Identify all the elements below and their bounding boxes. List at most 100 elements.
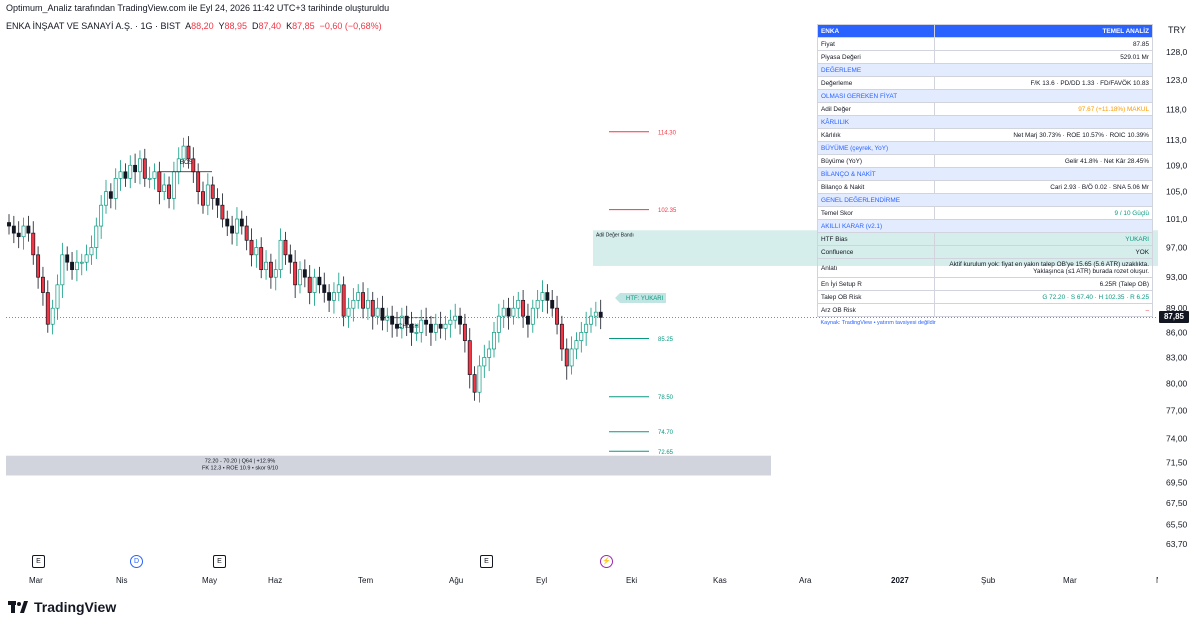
candle-body — [201, 191, 205, 206]
table-row: Değerleme F/K 13.6 · PD/DD 1.33 · FD/FAVÖ… — [817, 76, 1153, 90]
table-header-title: TEMEL ANALİZ — [934, 24, 1153, 38]
candle-body — [302, 269, 307, 278]
candle-body — [244, 225, 249, 241]
htf-badge — [615, 292, 666, 303]
bos-label: BOS — [180, 160, 193, 166]
candle-body — [380, 307, 385, 321]
candle-body — [375, 307, 380, 317]
table-row: Piyasa Değeri 529.01 Mr — [817, 50, 1153, 64]
level-label: 72.65 — [658, 450, 674, 456]
row-label: En İyi Setup R — [817, 277, 935, 291]
news-event-marker[interactable]: ⚡ — [600, 555, 613, 568]
x-tick-label: Tem — [358, 576, 373, 585]
x-tick-label: Şub — [981, 576, 996, 585]
candle-body — [171, 171, 176, 199]
candle-body — [467, 340, 472, 375]
y-tick-label: 113,0 — [1166, 135, 1187, 145]
level-label: 78.50 — [658, 395, 674, 401]
tradingview-logo[interactable]: TradingView — [8, 599, 116, 615]
candle-body — [390, 315, 395, 325]
candle-body — [341, 284, 346, 317]
row-value: YOK — [934, 245, 1153, 259]
y-tick-label: 97,00 — [1166, 243, 1188, 253]
candle-body — [356, 292, 361, 301]
candle-body — [453, 315, 458, 321]
section-label: BİLANÇO & NAKİT — [817, 167, 1153, 181]
table-row: Adil Değer 97.67 (+11.18%) MAKUL — [817, 102, 1153, 116]
y-tick-label: 118,0 — [1166, 104, 1187, 114]
tradingview-wordmark: TradingView — [34, 599, 117, 615]
row-label: Bilanço & Nakit — [817, 180, 935, 194]
dividend-event-marker[interactable]: D — [130, 555, 143, 568]
candle-body — [225, 218, 230, 227]
level-label: 102.35 — [658, 208, 677, 214]
candle-body — [346, 307, 351, 317]
candle-body — [278, 239, 283, 271]
row-value: 529.01 Mr — [934, 50, 1153, 64]
candle-body — [21, 225, 26, 238]
candle-body — [181, 145, 186, 160]
candle-body — [55, 284, 60, 309]
candle-body — [220, 204, 225, 220]
currency-label[interactable]: TRY — [1168, 25, 1186, 35]
y-tick-label: 109,0 — [1166, 160, 1188, 170]
candle-body — [589, 315, 593, 325]
candle-body — [395, 323, 399, 329]
candle-body — [370, 299, 375, 317]
open-value: 88,20 — [191, 21, 214, 31]
open-label: A — [185, 21, 192, 31]
y-tick-label: 69,50 — [1166, 478, 1188, 488]
earnings-event-marker[interactable]: E — [480, 555, 493, 568]
candle-body — [506, 307, 511, 317]
demand-zone-text-2: FK 12.3 • ROE 10.9 • skor 9/10 — [202, 466, 278, 472]
candle-body — [511, 307, 516, 317]
row-value: 6.25R (Talep OB) — [934, 277, 1153, 291]
level-label: 74.70 — [658, 430, 674, 436]
row-label: Arz OB Risk — [817, 303, 935, 317]
candle-body — [142, 158, 147, 179]
y-tick-label: 105,0 — [1166, 187, 1188, 197]
earnings-event-marker[interactable]: E — [213, 555, 226, 568]
table-row: Kârlılık Net Marj 30.73% · ROE 10.57% · R… — [817, 128, 1153, 142]
candle-body — [564, 348, 569, 367]
candle-body — [293, 261, 298, 286]
low-value: 87,40 — [258, 21, 282, 31]
y-tick-label: 67,50 — [1166, 498, 1188, 508]
x-tick-label: Eki — [626, 576, 637, 585]
earnings-event-marker[interactable]: E — [32, 555, 45, 568]
symbol-name: ENKA İNŞAAT VE SANAYİ A.Ş. · 1G · BIST — [6, 21, 181, 31]
fundamental-analysis-table: ENKA TEMEL ANALİZ Fiyat 87.85 Piyasa Değeri 5… — [817, 24, 1153, 329]
level-label: 85.25 — [658, 337, 674, 343]
candle-body — [327, 292, 332, 301]
candle-body — [448, 319, 453, 325]
candle-body — [487, 348, 492, 358]
candle-body — [239, 218, 244, 227]
table-section-row: GENEL DEĞERLENDİRME — [817, 193, 1153, 207]
row-label: Talep OB Risk — [817, 290, 935, 304]
candle-body — [118, 171, 123, 179]
section-label: KÂRLILIK — [817, 115, 1153, 129]
candle-body — [525, 315, 530, 325]
candle-body — [60, 254, 65, 286]
table-row: En İyi Setup R 6.25R (Talep OB) — [817, 277, 1153, 291]
chart-credit-header: Optimum_Analiz tarafından TradingView.co… — [6, 3, 390, 13]
candle-body — [351, 299, 356, 309]
last-price-tag: 87,85 — [1159, 311, 1189, 324]
row-label: Piyasa Değeri — [817, 50, 935, 64]
candle-body — [113, 177, 118, 199]
table-footer-text: Kaynak: TradingView • yatırım tavsiyesi … — [820, 320, 936, 326]
candle-body — [11, 225, 16, 234]
table-row: Temel Skor 9 / 10 Güçlü — [817, 206, 1153, 220]
time-axis[interactable]: Mar Nis May Haz Tem Ağu Eyl Eki Kas Ara 2027 Şub Mar… — [6, 573, 1158, 589]
close-label: K — [286, 21, 293, 31]
candle-body — [167, 184, 171, 199]
candle-body — [65, 254, 70, 263]
x-tick-label: Mar — [1063, 576, 1077, 585]
candle-body — [230, 225, 235, 234]
table-row: Büyüme (YoY) Gelir 41.8% · Net Kâr 28.45% — [817, 154, 1153, 168]
section-label: BÜYÜME (çeyrek, YoY) — [817, 141, 1153, 155]
row-value: Gelir 41.8% · Net Kâr 28.45% — [934, 154, 1153, 168]
table-header-row: ENKA TEMEL ANALİZ — [817, 24, 1153, 38]
candle-body — [84, 254, 89, 263]
y-tick-label: 63,70 — [1166, 539, 1188, 549]
